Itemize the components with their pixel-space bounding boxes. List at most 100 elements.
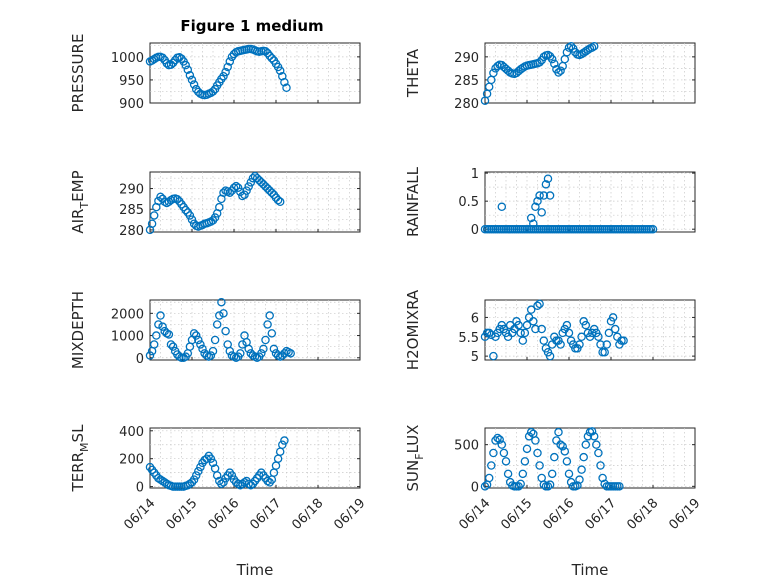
- data-point: [566, 41, 576, 51]
- data-point: [535, 299, 544, 309]
- data-point: [154, 320, 163, 329]
- data-point: [156, 475, 165, 484]
- y-axis-label: TERRMSL: [69, 424, 91, 493]
- data-point: [533, 301, 542, 311]
- data-point: [286, 349, 295, 358]
- y-tick-label: 400: [119, 425, 144, 440]
- data-point: [246, 178, 256, 187]
- data-point: [522, 320, 532, 330]
- data-point: [265, 311, 274, 320]
- data-point: [164, 197, 174, 207]
- data-point: [181, 60, 190, 70]
- data-point: [168, 342, 178, 351]
- data-point: [600, 348, 609, 357]
- y-axis-label-part: RAINFALL: [404, 166, 422, 237]
- data-point: [189, 329, 199, 338]
- y-tick-label: 0: [136, 481, 144, 496]
- data-point: [259, 344, 268, 354]
- data-point: [217, 297, 226, 307]
- data-point: [533, 448, 542, 458]
- subplot-3: 280 285 290 AIRTEMP: [69, 170, 361, 239]
- data-point: [545, 480, 555, 489]
- y-tick-label: 0: [471, 480, 479, 495]
- data-point: [158, 476, 167, 486]
- data-point: [558, 442, 567, 451]
- data-point: [575, 340, 584, 349]
- data-point: [269, 344, 279, 354]
- data-point: [514, 482, 523, 491]
- data-point: [263, 320, 272, 329]
- data-point: [560, 447, 570, 456]
- data-point: [162, 59, 172, 68]
- data-point: [233, 183, 243, 192]
- data-point: [589, 432, 599, 441]
- data-point: [158, 322, 167, 331]
- y-tick-label: 290: [119, 183, 144, 198]
- data-point: [158, 53, 167, 63]
- data-point: [233, 479, 243, 489]
- data-point: [547, 54, 557, 64]
- y-tick-label: 0.5: [458, 195, 479, 210]
- data-point: [191, 471, 201, 480]
- data-point: [227, 471, 237, 480]
- data-point: [240, 190, 249, 200]
- data-point: [503, 469, 513, 479]
- y-axis-label: MIXDEPTH: [69, 291, 87, 369]
- data-point: [236, 349, 245, 358]
- data-point: [587, 427, 597, 436]
- y-axis-label-part: M: [78, 442, 91, 452]
- y-axis-label-part: F: [413, 453, 426, 459]
- data-point: [539, 52, 549, 62]
- data-point: [550, 452, 559, 462]
- data-point: [589, 41, 599, 51]
- y-tick-label: 500: [454, 439, 479, 454]
- data-point: [219, 478, 228, 487]
- data-point: [594, 448, 603, 458]
- data-point: [577, 49, 586, 59]
- data-point: [185, 71, 195, 80]
- data-point: [238, 340, 247, 349]
- data-point: [173, 195, 182, 204]
- data-point: [210, 335, 220, 345]
- data-point: [547, 469, 557, 479]
- data-point: [526, 213, 536, 223]
- data-point: [573, 481, 582, 490]
- data-point: [212, 471, 222, 480]
- data-point: [516, 479, 525, 489]
- data-point: [484, 473, 494, 483]
- data-point: [545, 191, 555, 200]
- data-point: [518, 336, 528, 345]
- data-point: [219, 309, 228, 318]
- data-point: [238, 479, 247, 489]
- data-point: [280, 436, 289, 445]
- axes-box: [149, 299, 361, 361]
- data-point: [215, 311, 224, 320]
- y-tick-label: 0: [136, 352, 144, 367]
- data-point: [231, 478, 241, 487]
- data-point: [189, 80, 199, 89]
- y-axis-label: H2OMIXRA: [404, 289, 422, 370]
- data-point: [535, 58, 544, 67]
- data-point: [244, 182, 253, 191]
- data-point: [487, 461, 496, 470]
- y-tick-label: 280: [119, 224, 144, 239]
- data-point: [257, 349, 266, 358]
- y-tick-label: 0: [471, 223, 479, 238]
- data-point: [206, 454, 216, 463]
- subplot-5: 0 1000 2000 MIXDEPTH: [69, 291, 361, 369]
- data-point: [215, 202, 224, 212]
- data-point: [602, 340, 612, 349]
- y-tick-label: 285: [119, 203, 144, 218]
- data-point: [583, 432, 593, 441]
- data-point: [194, 335, 203, 345]
- y-axis-label-part: TERR: [69, 452, 87, 493]
- data-point: [282, 83, 291, 93]
- data-point: [581, 440, 591, 449]
- data-point: [493, 433, 502, 443]
- y-tick-label: 6: [471, 311, 479, 326]
- data-point: [225, 57, 235, 66]
- y-tick-label: 285: [454, 74, 479, 89]
- data-point: [533, 196, 542, 206]
- data-point: [539, 336, 549, 345]
- y-tick-label: 5.5: [458, 331, 479, 346]
